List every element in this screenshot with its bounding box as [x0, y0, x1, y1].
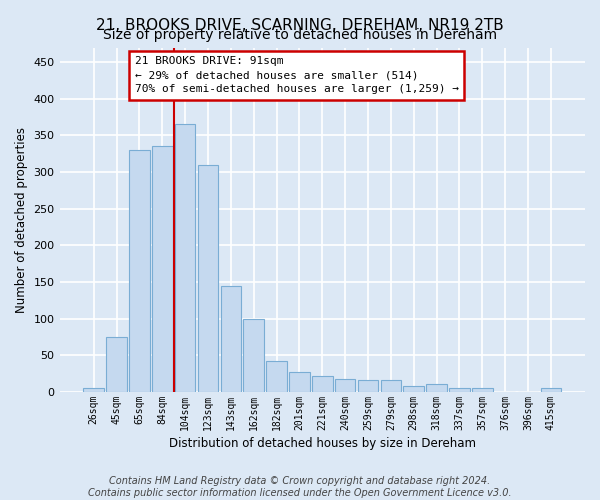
Bar [358, 380, 378, 392]
Bar [83, 388, 104, 392]
Bar [175, 124, 196, 392]
Bar [244, 318, 264, 392]
Bar [312, 376, 332, 392]
X-axis label: Distribution of detached houses by size in Dereham: Distribution of detached houses by size … [169, 437, 476, 450]
Bar [426, 384, 447, 392]
Bar [152, 146, 173, 392]
Bar [266, 361, 287, 392]
Bar [198, 165, 218, 392]
Bar [541, 388, 561, 392]
Text: 21, BROOKS DRIVE, SCARNING, DEREHAM, NR19 2TB: 21, BROOKS DRIVE, SCARNING, DEREHAM, NR1… [96, 18, 504, 32]
Text: 21 BROOKS DRIVE: 91sqm
← 29% of detached houses are smaller (514)
70% of semi-de: 21 BROOKS DRIVE: 91sqm ← 29% of detached… [135, 56, 459, 94]
Bar [449, 388, 470, 392]
Bar [289, 372, 310, 392]
Text: Size of property relative to detached houses in Dereham: Size of property relative to detached ho… [103, 28, 497, 42]
Bar [129, 150, 150, 392]
Bar [335, 379, 355, 392]
Bar [380, 380, 401, 392]
Bar [403, 386, 424, 392]
Bar [472, 388, 493, 392]
Text: Contains HM Land Registry data © Crown copyright and database right 2024.
Contai: Contains HM Land Registry data © Crown c… [88, 476, 512, 498]
Bar [106, 337, 127, 392]
Bar [221, 286, 241, 392]
Y-axis label: Number of detached properties: Number of detached properties [15, 127, 28, 313]
